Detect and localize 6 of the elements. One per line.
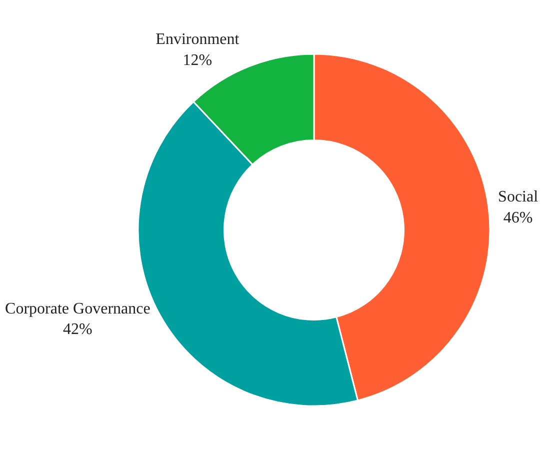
slice-label: Environment xyxy=(156,31,240,48)
slice-label: Corporate Governance xyxy=(5,300,150,318)
data-label: 42% xyxy=(63,321,92,338)
data-label: 12% xyxy=(182,52,212,69)
slice-label: Social xyxy=(498,188,539,206)
data-label: 46% xyxy=(503,210,533,227)
